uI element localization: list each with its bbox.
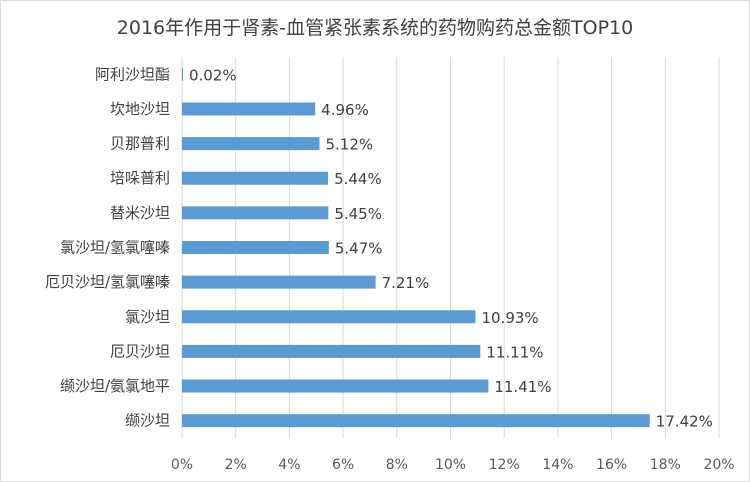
value-labels: 0.02% 4.96% 5.12% 5.44% 5.45% 5.47% 7.21% 10.93…	[189, 66, 713, 430]
data-label: 10.93%	[481, 309, 538, 327]
category-label: 缬沙坦/氨氯地平	[60, 377, 170, 395]
category-label: 阿利沙坦酯	[95, 65, 170, 83]
bar	[182, 310, 476, 324]
data-label: 17.42%	[656, 413, 713, 431]
category-label: 厄贝沙坦	[110, 342, 170, 360]
data-label: 11.41%	[494, 378, 551, 396]
x-tick-label: 12%	[489, 457, 520, 473]
x-tick-label: 6%	[332, 457, 354, 473]
data-label: 5.47%	[335, 240, 383, 258]
category-labels: 阿利沙坦酯坎地沙坦贝那普利培哚普利替米沙坦氯沙坦/氢氯噻嗪厄贝沙坦/氢氯噻嗪氯沙…	[45, 65, 170, 429]
x-tick-label: 10%	[435, 457, 466, 473]
data-label: 11.11%	[486, 343, 543, 361]
category-label: 厄贝沙坦/氢氯噻嗪	[45, 273, 170, 291]
data-label: 7.21%	[382, 274, 430, 292]
category-label: 氯沙坦	[125, 308, 170, 326]
category-label: 氯沙坦/氢氯噻嗪	[60, 239, 170, 257]
x-tick-label: 16%	[596, 457, 627, 473]
bar	[182, 67, 183, 81]
bar	[182, 137, 320, 151]
x-tick-label: 4%	[278, 457, 300, 473]
data-label: 4.96%	[321, 101, 369, 119]
category-label: 培哚普利	[110, 169, 170, 187]
data-label: 0.02%	[189, 66, 237, 84]
category-label: 替米沙坦	[110, 204, 170, 222]
bar	[182, 171, 329, 185]
bar	[182, 379, 489, 393]
x-tick-label: 0%	[171, 457, 193, 473]
data-label: 5.44%	[334, 170, 382, 188]
gridlines	[181, 57, 720, 438]
bars	[182, 67, 650, 428]
bar	[182, 344, 481, 358]
bar	[182, 241, 329, 254]
data-label: 5.12%	[325, 136, 373, 154]
bar	[182, 206, 329, 220]
x-tick-label: 8%	[386, 457, 408, 473]
x-tick-label: 20%	[703, 457, 734, 473]
bar	[182, 102, 316, 116]
x-tick-labels: 0% 2% 4% 6% 8% 10% 12% 14% 16% 18% 20%	[171, 457, 735, 473]
bar	[182, 275, 376, 289]
bar	[182, 414, 650, 428]
x-tick-label: 14%	[542, 457, 573, 473]
x-tick-label: 2%	[225, 457, 247, 473]
category-label: 坎地沙坦	[110, 100, 170, 118]
chart-title: 2016年作用于肾素-血管紧张素系统的药物购药总金额TOP10	[116, 17, 634, 39]
category-label: 缬沙坦	[125, 412, 170, 430]
data-label: 5.45%	[334, 205, 382, 223]
category-label: 贝那普利	[110, 135, 170, 153]
x-tick-label: 18%	[650, 457, 681, 473]
